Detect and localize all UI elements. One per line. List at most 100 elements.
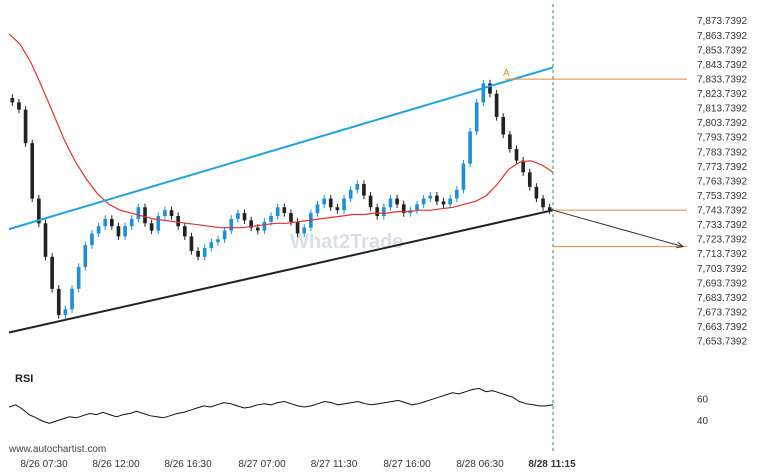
time-tick-label: 8/28 11:15 [528,459,576,470]
time-tick-label: 8/27 11:30 [311,459,358,470]
watermark: www.autochartist.com [8,444,106,455]
projection-arrow-head [676,241,685,249]
candle-body [37,198,41,224]
candle-body [43,223,48,257]
candle-body [295,221,300,234]
price-tick-label: 7,863.7392 [697,31,747,42]
candle-body [136,207,141,219]
price-tick-label: 7,793.7392 [697,133,747,144]
price-tick-label: 7,753.7392 [697,191,747,202]
candle-body [83,245,88,267]
candle-body [508,134,512,149]
price-tick-label: 7,833.7392 [697,74,747,85]
candle-body [481,83,486,103]
price-tick-label: 7,703.7392 [697,264,747,275]
price-axis: 7,873.7392 7,863.7392 7,853.7392 7,843.7392… [697,16,747,347]
candle-body [527,172,532,187]
price-tick-label: 7,723.7392 [697,235,747,246]
rsi-line [8,387,554,424]
candle-body [362,183,366,196]
candle-body [474,102,479,132]
time-axis: 8/26 07:30 8/26 12:00 8/26 16:30 8/27 07:00… [20,459,576,470]
candle-body [328,198,333,208]
candle-body [468,131,472,164]
candle-body [262,221,267,231]
candle-body [156,216,161,231]
price-tick-label: 7,683.7392 [697,293,747,304]
candle-body [255,227,260,231]
candle-body [448,198,452,205]
candle-body [123,226,127,237]
candle-body [415,204,419,211]
rsi-axis: 60 40 [697,394,709,427]
candle-body [149,223,154,231]
rsi-panel-title: RSI [15,373,33,385]
candle-body [56,288,61,316]
candle-body [275,207,280,216]
candle-body [222,230,227,240]
candle-body [202,248,207,257]
price-tick-label: 7,803.7392 [697,118,747,129]
price-tick-label: 7,783.7392 [697,147,747,158]
candle-body [129,218,134,227]
price-tick-label: 7,873.7392 [697,16,747,27]
price-tick-label: 7,693.7392 [697,278,747,289]
candle-body [441,201,446,205]
candle-body [209,242,214,249]
price-tick-label: 7,743.7392 [697,206,747,217]
time-tick-label: 8/26 07:30 [20,459,68,470]
time-tick-label: 8/26 12:00 [92,459,140,470]
rsi-panel: RSI 60 40 [8,373,709,427]
candle-body [76,266,81,289]
price-tick-label: 7,773.7392 [697,162,747,173]
candle-body [70,288,74,310]
candle-body [395,198,399,205]
pattern-point-a-label: A [503,68,510,79]
candle-body [547,207,552,211]
candle-body [382,207,386,216]
price-tick-label: 7,763.7392 [697,176,747,187]
candle-body [163,210,167,216]
candle-body [216,239,220,243]
candle-body [401,204,406,214]
candle-body [116,226,121,237]
candle-body [514,149,519,161]
candle-body [461,163,466,190]
candle-body [17,102,21,110]
candle-body [249,220,253,228]
moving-average-line [8,33,554,229]
candle-body [63,309,68,316]
price-tick-label: 7,653.7392 [697,337,747,348]
rsi-tick-label: 40 [697,416,709,427]
candle-body [428,195,433,199]
candle-body [143,207,147,224]
candle-body [335,207,340,211]
candle-body [229,218,234,231]
candle-body [169,210,174,216]
candle-body [534,186,539,199]
lower-channel-line [8,209,554,334]
price-tick-label: 7,813.7392 [697,104,747,115]
candle-body [50,256,54,289]
price-tick-label: 7,843.7392 [697,60,747,71]
candle-body [10,98,15,103]
candle-body [189,236,194,251]
candle-body [282,207,287,214]
candle-body [236,213,240,219]
candle-body [302,227,307,234]
candle-body [348,189,353,199]
projection-arrow [552,209,684,248]
candle-body [494,93,499,117]
candle-body [182,226,187,237]
candle-body [501,116,506,135]
candles [10,79,552,319]
time-tick-label: 8/27 16:00 [383,459,431,470]
rsi-tick-label: 60 [697,394,709,405]
candle-body [176,216,180,227]
candle-body [103,218,108,227]
brand-logo: What2Trade [290,231,403,253]
price-tick-label: 7,663.7392 [697,322,747,333]
time-tick-label: 8/28 06:30 [456,459,504,470]
